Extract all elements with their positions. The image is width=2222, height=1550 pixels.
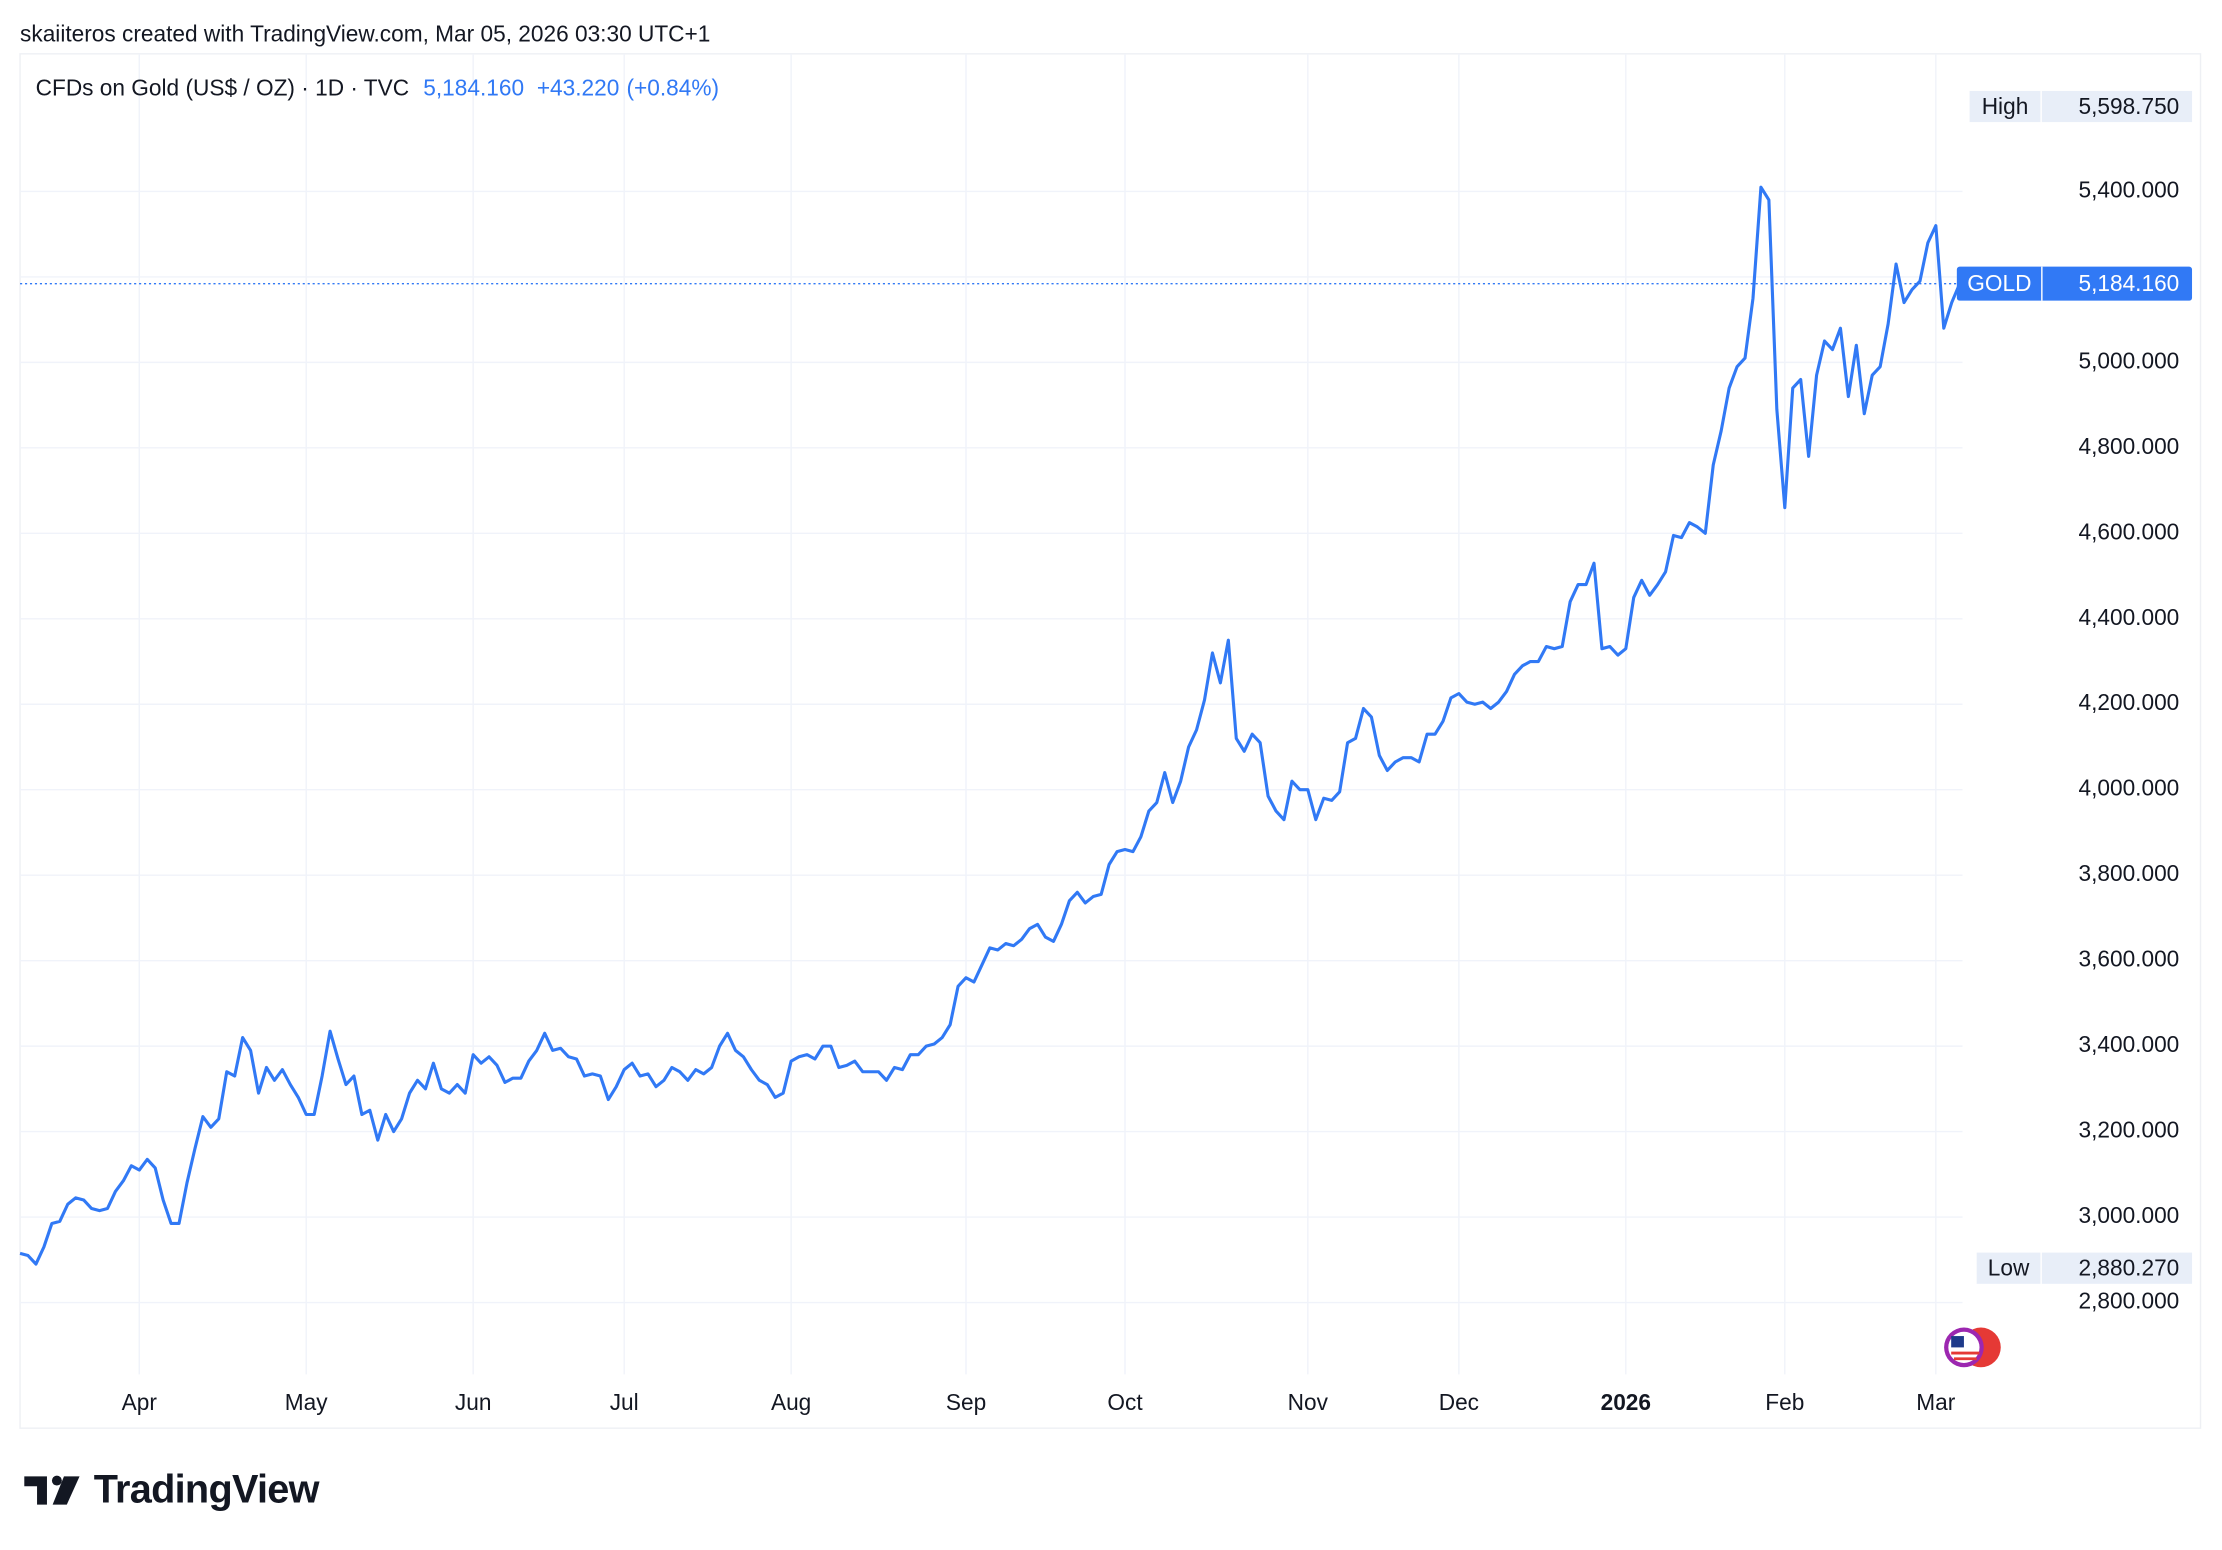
logo-text: TradingView [94,1467,320,1511]
x-tick-label: Dec [1439,1389,1479,1415]
y-tick-label: 5,000.000 [2078,347,2179,373]
y-tick-label: 3,000.000 [2078,1202,2179,1228]
x-tick-label: Jul [610,1389,639,1415]
x-tick-label: Apr [122,1389,158,1415]
plot [19,185,1963,1266]
x-tick-label: May [285,1389,328,1415]
last-price-tag [1956,266,2193,301]
price-line [19,185,1962,1266]
y-tick-label: 5,400.000 [2078,176,2179,202]
high-name: High [1982,93,2029,119]
x-tick-label: Nov [1288,1389,1329,1415]
legend-line: CFDs on Gold (US$ / OZ) · 1D · TVC 5,184.… [36,74,719,100]
y-tick-label: 4,800.000 [2078,433,2179,459]
x-tick-label: Oct [1107,1389,1143,1415]
change-pct: (+0.84%) [626,74,719,100]
grid [20,53,1963,1375]
y-tick-label: 4,600.000 [2078,518,2179,544]
x-tick-label: 2026 [1601,1389,1651,1415]
chart-frame [19,53,2202,1429]
low-value-tag [2041,1252,2193,1284]
x-tick-label: Aug [771,1389,811,1415]
change: +43.220 [537,74,620,100]
low-value: 2,880.270 [2078,1255,2179,1281]
flag-icon [1944,1327,2001,1368]
y-tick-label: 4,200.000 [2078,689,2179,715]
x-tick-label: Feb [1765,1389,1804,1415]
y-tick-label: 4,000.000 [2078,775,2179,801]
y-tick-label: 3,600.000 [2078,946,2179,972]
y-tick-label: 4,400.000 [2078,604,2179,630]
y-tick-label: 2,800.000 [2078,1288,2179,1314]
high-value-tag [2041,90,2193,123]
x-tick-label: Sep [946,1389,986,1415]
low-name-tag [1976,1252,2041,1284]
low-name: Low [1988,1255,2030,1281]
y-tick-label: 3,400.000 [2078,1031,2179,1057]
axis-labels: 2,800.000 3,000.000 3,200.000 3,400.000 3,60… [122,90,2193,1415]
last-price: 5,184.160 [423,74,524,100]
x-tick-label: Jun [455,1389,492,1415]
last-price-value: 5,184.160 [2078,270,2179,296]
high-name-tag [1969,90,2041,123]
high-value: 5,598.750 [2078,93,2179,119]
series-name: GOLD [1967,270,2031,296]
caption: skaiiteros created with TradingView.com,… [20,20,710,46]
y-tick-label: 3,200.000 [2078,1117,2179,1143]
chart-title: CFDs on Gold (US$ / OZ) · 1D · TVC [36,74,409,100]
x-tick-label: Mar [1916,1389,1955,1415]
y-tick-label: 3,800.000 [2078,860,2179,886]
logo-icon [24,1475,80,1505]
